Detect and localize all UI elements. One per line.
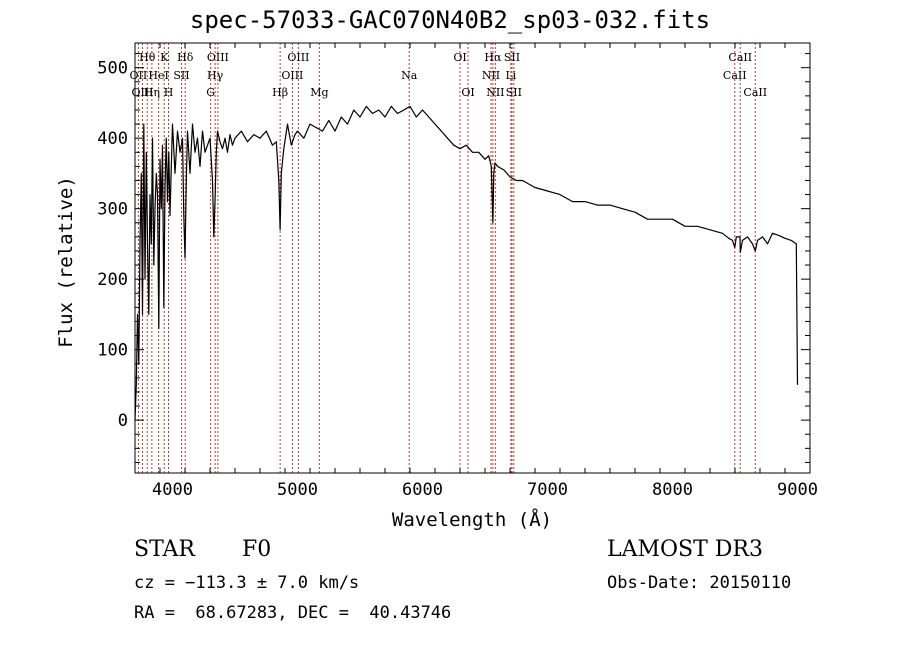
line-label-26: CaII bbox=[723, 69, 747, 82]
line-label-2: Hδ bbox=[177, 51, 194, 64]
line-label-27: CaII bbox=[743, 86, 767, 99]
line-label-23: NII bbox=[486, 86, 504, 99]
y-axis-ticks: 0 100 200 300 400 500 bbox=[97, 53, 810, 463]
y-tick-label-3: 300 bbox=[97, 200, 128, 220]
y-tick-label-5: 500 bbox=[97, 59, 128, 79]
line-label-11: G bbox=[206, 86, 215, 99]
line-label-16: Na bbox=[401, 69, 418, 82]
coordinates: RA = 68.67283, DEC = 40.43746 bbox=[134, 603, 452, 623]
line-label-24: SII bbox=[506, 86, 522, 99]
x-tick-label-5: 9000 bbox=[777, 480, 818, 500]
line-label-12: OIII bbox=[287, 51, 309, 64]
axes bbox=[134, 42, 811, 474]
y-tick-label-0: 0 bbox=[118, 411, 128, 431]
x-axis-ticks: 4000 5000 6000 7000 8000 9000 bbox=[134, 43, 818, 500]
y-tick-label-4: 400 bbox=[97, 129, 128, 149]
line-label-7: Hη bbox=[144, 86, 160, 99]
x-tick-label-2: 6000 bbox=[402, 480, 443, 500]
x-tick-label-1: 5000 bbox=[277, 480, 318, 500]
line-label-10: Hγ bbox=[207, 69, 224, 82]
line-label-13: OIII bbox=[281, 69, 303, 82]
y-tick-label-2: 200 bbox=[97, 270, 128, 290]
line-label-5: SII bbox=[173, 69, 189, 82]
line-label-22: Li bbox=[505, 69, 516, 82]
line-label-3: OII bbox=[130, 69, 148, 82]
line-label-21: NII bbox=[482, 69, 500, 82]
chart-title: spec-57033-GAC070N40B2_sp03-032.fits bbox=[189, 6, 711, 34]
spectrum-line bbox=[134, 105, 799, 421]
x-tick-label-3: 7000 bbox=[527, 480, 568, 500]
observation-date: Obs-Date: 20150110 bbox=[607, 573, 792, 593]
spectral-line-markers bbox=[137, 43, 756, 473]
line-label-9: OIII bbox=[207, 51, 229, 64]
line-label-25: CaII bbox=[728, 51, 752, 64]
y-tick-label-1: 100 bbox=[97, 341, 128, 361]
y-axis-label: Flux (relative) bbox=[55, 176, 77, 348]
line-label-0: Hθ bbox=[139, 51, 156, 64]
x-tick-label-0: 4000 bbox=[152, 480, 193, 500]
line-label-19: Hα bbox=[484, 51, 502, 64]
line-label-8: H bbox=[164, 86, 174, 99]
line-label-14: Hβ bbox=[272, 86, 288, 99]
line-label-15: Mg bbox=[310, 86, 328, 99]
x-axis-label: Wavelength (Å) bbox=[391, 509, 553, 531]
line-label-18: OI bbox=[461, 86, 474, 99]
line-label-4: HeI bbox=[148, 69, 168, 82]
line-label-1: K bbox=[160, 51, 169, 64]
plot-frame bbox=[134, 42, 811, 474]
object-class: STAR bbox=[134, 537, 195, 562]
spectral-subclass: F0 bbox=[242, 537, 272, 562]
x-tick-label-4: 8000 bbox=[652, 480, 693, 500]
line-label-17: OI bbox=[453, 51, 466, 64]
survey-name: LAMOST DR3 bbox=[607, 537, 763, 562]
line-label-20: SII bbox=[504, 51, 520, 64]
redshift-velocity: cz = −113.3 ± 7.0 km/s bbox=[134, 573, 360, 593]
